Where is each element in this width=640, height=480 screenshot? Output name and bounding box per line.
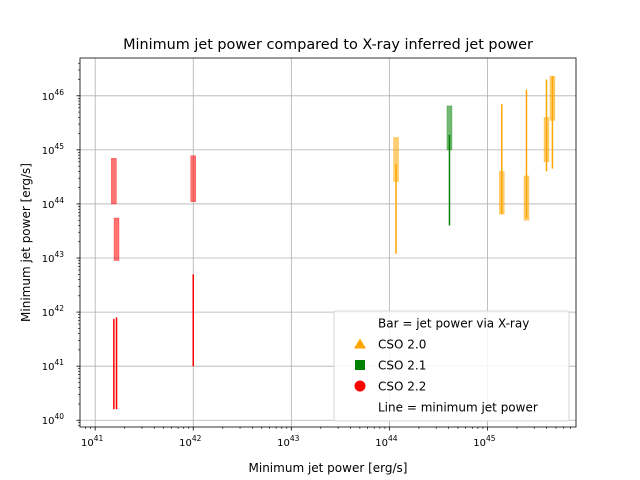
y-tick-label-exponent: 42 <box>54 304 64 313</box>
y-tick-label-exponent: 41 <box>54 358 64 367</box>
legend-entry-label: CSO 2.1 <box>378 359 426 373</box>
x-tick-label-exponent: 43 <box>290 434 300 443</box>
xray-power-bar <box>190 155 197 202</box>
x-tick-label-exponent: 44 <box>388 434 398 443</box>
legend-entry-label: Bar = jet power via X-ray <box>378 317 529 331</box>
y-tick-label-exponent: 44 <box>54 196 64 205</box>
legend-circle-marker <box>354 380 366 392</box>
legend-entry-label: CSO 2.2 <box>378 380 426 394</box>
x-tick-label-exponent: 41 <box>94 434 104 443</box>
legend: Bar = jet power via X-ray CSO 2.0 CSO 2.1 C… <box>333 310 570 422</box>
y-tick-label-exponent: 40 <box>54 412 64 421</box>
y-tick-label-exponent: 43 <box>54 250 64 259</box>
x-axis-label: Minimum jet power [erg/s] <box>249 461 408 475</box>
y-tick-label-exponent: 46 <box>54 88 64 97</box>
x-tick-label-exponent: 42 <box>192 434 202 443</box>
y-tick-label-exponent: 45 <box>54 142 64 151</box>
plot-frame <box>79 57 577 428</box>
legend-entry-label: CSO 2.0 <box>378 338 426 352</box>
chart-title: Minimum jet power compared to X-ray infe… <box>123 37 533 53</box>
y-axis-label: Minimum jet power [erg/s] <box>19 163 33 322</box>
x-tick-label-exponent: 45 <box>486 434 496 443</box>
legend-triangle-marker <box>354 338 366 349</box>
grid-layer <box>80 58 576 427</box>
legend-entry-label: Line = minimum jet power <box>378 401 538 415</box>
xray-power-bar <box>111 157 117 205</box>
xray-power-bar <box>113 217 120 261</box>
legend-box <box>333 310 570 422</box>
legend-square-marker <box>355 360 365 370</box>
data-layer <box>111 75 556 410</box>
